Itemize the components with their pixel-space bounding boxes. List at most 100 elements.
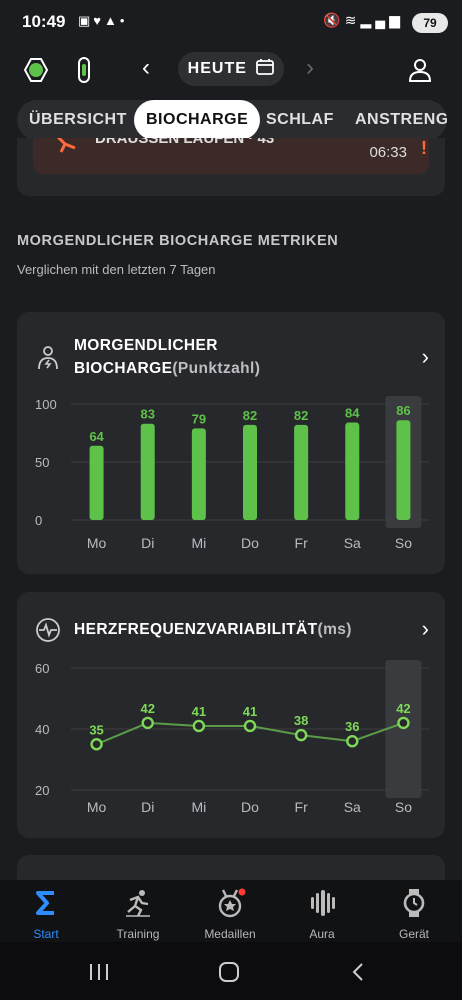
y-tick-label: 40 [35, 722, 49, 737]
bottom-navigation: Start Training Medaillen Aura [0, 880, 462, 942]
nav-medals[interactable]: Medaillen [184, 880, 276, 942]
data-label: 64 [89, 429, 104, 444]
y-tick-label: 100 [35, 397, 57, 412]
data-label: 42 [396, 701, 410, 716]
recent-apps-icon[interactable] [88, 962, 110, 982]
medal-icon [218, 888, 246, 918]
nav-medals-label: Medaillen [204, 927, 256, 941]
data-label: 41 [243, 704, 257, 719]
nav-start[interactable]: Start [0, 880, 92, 942]
data-point [294, 728, 308, 742]
activity-card[interactable]: DRAUSSEN LAUFEN · 43 06:33 ! [17, 138, 445, 196]
biocharge-title-line2: BIOCHARGE [74, 360, 173, 377]
nav-device-label: Gerät [398, 927, 429, 941]
data-label: 83 [140, 407, 154, 422]
tab-sleep[interactable]: SCHLAF [266, 111, 334, 128]
hrv-title: HERZFREQUENZVARIABILITÄT(ms) [74, 618, 352, 641]
data-label: 41 [192, 704, 206, 719]
tab-exertion[interactable]: ANSTRENG [355, 111, 447, 128]
x-tick-label: Do [241, 535, 259, 551]
data-label: 42 [140, 701, 154, 716]
data-label: 86 [396, 403, 410, 418]
biocharge-open-icon[interactable]: › [421, 344, 429, 369]
x-tick-label: So [395, 799, 412, 815]
tab-biocharge[interactable]: BIOCHARGE [134, 100, 261, 140]
calendar-icon [256, 59, 275, 75]
biocharge-icon [38, 346, 58, 370]
nav-aura-label: Aura [309, 927, 335, 941]
band-device-icon[interactable] [70, 56, 98, 84]
data-label: 82 [294, 408, 308, 423]
app-header: ‹ HEUTE › [0, 48, 462, 94]
data-point [90, 738, 103, 751]
notification-icons: ▣♥▲• [78, 13, 128, 28]
hrv-card[interactable]: HERZFREQUENZVARIABILITÄT(ms) › 20 40 60 Mo D… [17, 592, 445, 838]
hrv-unit: (ms) [317, 621, 352, 638]
x-tick-label: Mi [191, 799, 206, 815]
aura-icon [311, 890, 335, 916]
profile-icon[interactable] [406, 56, 434, 84]
x-tick-label: Mo [87, 535, 107, 551]
run-icon [56, 138, 76, 153]
watch-device-icon[interactable] [22, 56, 50, 84]
watch-icon [403, 889, 425, 917]
bar [191, 428, 206, 520]
section-title: MORGENDLICHER BIOCHARGE METRIKEN [17, 233, 339, 249]
x-tick-label: Mo [87, 799, 107, 815]
nav-training[interactable]: Training [92, 880, 184, 942]
y-tick-label: 20 [35, 783, 49, 798]
date-label: HEUTE [187, 60, 247, 77]
data-label: 84 [345, 406, 360, 421]
data-point [243, 719, 257, 733]
y-tick-label: 0 [35, 513, 42, 528]
activity-row[interactable]: DRAUSSEN LAUFEN · 43 06:33 ! [33, 138, 429, 174]
signal-icons: 🔇≋▂▄▆ [323, 12, 404, 28]
x-tick-label: Di [141, 799, 154, 815]
status-time: 10:49 [22, 12, 66, 31]
section-subtitle: Verglichen mit den letzten 7 Tagen [17, 262, 216, 277]
prev-day-button[interactable]: ‹ [142, 54, 150, 81]
data-point [141, 716, 154, 730]
data-label: 82 [243, 408, 257, 423]
biocharge-bar-chart: 0 50 100 Mo Di Mi Do Fr Sa So 64 83 79 82 82 84 86 [35, 396, 429, 551]
y-tick-label: 50 [35, 455, 49, 470]
tab-bar: ÜBERSICHT BIOCHARGE SCHLAF ANSTRENG [17, 100, 447, 140]
biocharge-card[interactable]: MORGENDLICHER BIOCHARGE(Punktzahl) › 0 50… [17, 312, 445, 574]
date-selector[interactable]: HEUTE [178, 52, 284, 86]
activity-title: DRAUSSEN LAUFEN · 43 [95, 138, 275, 147]
nav-device[interactable]: Gerät [368, 880, 460, 942]
y-tick-label: 60 [35, 661, 49, 676]
biocharge-unit: (Punktzahl) [172, 360, 261, 377]
x-tick-label: Mi [191, 535, 206, 551]
bar [89, 445, 104, 520]
data-point [346, 734, 359, 748]
activity-time: 06:33 [369, 144, 407, 161]
alert-icon: ! [421, 138, 427, 158]
bar [294, 424, 309, 520]
back-icon[interactable] [350, 962, 366, 982]
data-label: 36 [345, 719, 359, 734]
tab-overview[interactable]: ÜBERSICHT [29, 111, 127, 128]
hrv-open-icon[interactable]: › [421, 616, 429, 641]
nav-aura[interactable]: Aura [276, 880, 368, 942]
data-label: 79 [192, 411, 206, 426]
data-point [397, 716, 410, 730]
hrv-title-text: HERZFREQUENZVARIABILITÄT [74, 621, 318, 638]
x-tick-label: Fr [295, 799, 309, 815]
nav-training-label: Training [116, 927, 160, 941]
next-day-button[interactable]: › [306, 54, 314, 81]
hrv-line-chart: 20 40 60 Mo Di Mi Do Fr Sa So 35 42 41 41 38 36 42 [35, 660, 429, 815]
x-tick-label: Sa [344, 535, 361, 551]
x-tick-label: Fr [295, 535, 309, 551]
biocharge-title: MORGENDLICHER BIOCHARGE(Punktzahl) [74, 334, 260, 380]
x-tick-label: So [395, 535, 412, 551]
bar [345, 422, 360, 520]
battery-indicator: 79 [412, 13, 448, 33]
nav-start-label: Start [33, 927, 59, 941]
data-label: 38 [294, 713, 308, 728]
system-navigation-bar [0, 942, 462, 1000]
x-tick-label: Sa [344, 799, 361, 815]
home-icon[interactable] [218, 962, 240, 982]
bar [243, 424, 257, 520]
bar [396, 420, 411, 520]
